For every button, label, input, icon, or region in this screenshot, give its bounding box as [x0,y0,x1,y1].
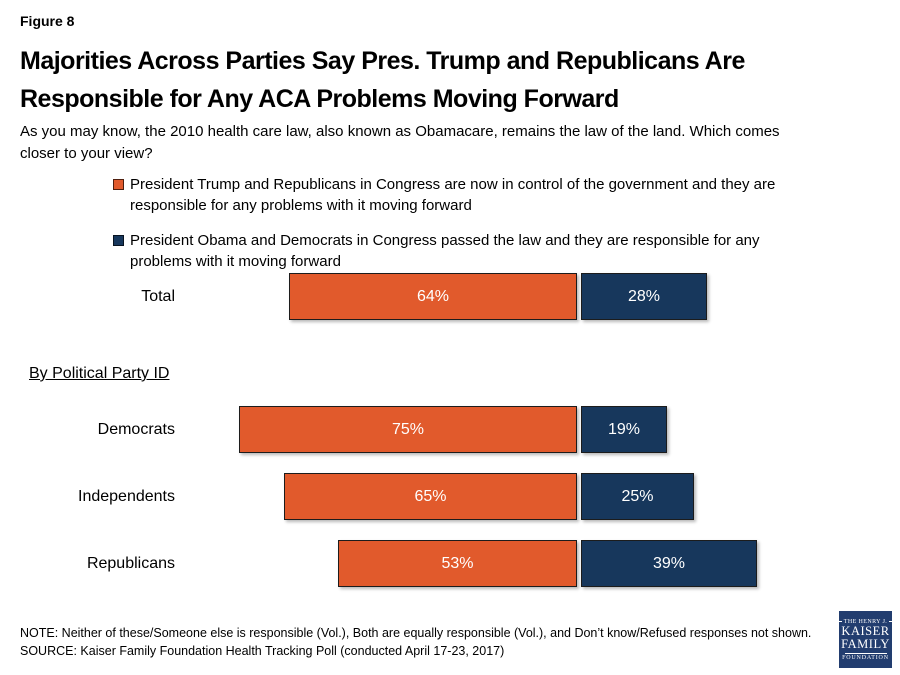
bar-value-label: 39% [652,554,686,572]
bar-obama-democrats-independents: 25% [581,473,694,520]
bar-value-label: 65% [414,487,447,505]
kff-logo-family: FAMILY [841,636,890,651]
bar-trump-republicans-democrats: 75% [239,406,577,453]
bar-value-label: 28% [627,287,661,305]
bar-trump-republicans-republicans: 53% [338,540,577,587]
figure-label: Figure 8 [20,13,75,29]
category-label-independents: Independents [78,488,175,505]
chart-legend: President Trump and Republicans in Congr… [113,174,785,286]
logo-rule-right [889,621,894,622]
bar-obama-democrats-republicans: 39% [581,540,757,587]
legend-item-obama-democrats: President Obama and Democrats in Congres… [113,230,785,272]
bar-value-label: 19% [607,420,641,438]
bar-obama-democrats-democrats: 19% [581,406,667,453]
legend-swatch-trump-republicans-icon [113,179,124,190]
kff-logo-henry-j: THE HENRY J. [843,618,888,625]
legend-label-obama-democrats: President Obama and Democrats in Congres… [130,232,760,270]
note-text: NOTE: Neither of these/Someone else is r… [20,626,812,640]
category-label-democrats: Democrats [97,421,175,438]
bar-trump-republicans-independents: 65% [284,473,577,520]
section-label-party-id: By Political Party ID [29,365,170,382]
survey-question: As you may know, the 2010 health care la… [20,123,780,162]
bar-value-label: 64% [416,287,450,305]
bar-value-label: 75% [391,420,425,438]
kff-logo-top-line: THE HENRY J. [837,618,894,625]
legend-swatch-obama-democrats-icon [113,235,124,246]
bar-value-label: 25% [621,487,654,505]
bar-obama-democrats-total: 28% [581,273,707,320]
kff-logo-foundation: FOUNDATION [842,654,889,661]
legend-label-trump-republicans: President Trump and Republicans in Congr… [130,176,776,214]
kff-logo-divider [844,652,887,654]
category-label-republicans: Republicans [86,555,175,572]
page-title: Majorities Across Parties Say Pres. Trum… [20,47,745,113]
kff-logo: THE HENRY J. KAISER FAMILY FOUNDATION [837,611,894,668]
legend-item-trump-republicans: President Trump and Republicans in Congr… [113,174,785,216]
category-label-total: Total [141,288,175,305]
bar-value-label: 53% [441,554,474,572]
source-text: SOURCE: Kaiser Family Foundation Health … [20,644,505,658]
logo-rule-left [837,621,842,622]
bar-trump-republicans-total: 64% [289,273,577,320]
kff-logo-kaiser: KAISER [841,623,890,638]
